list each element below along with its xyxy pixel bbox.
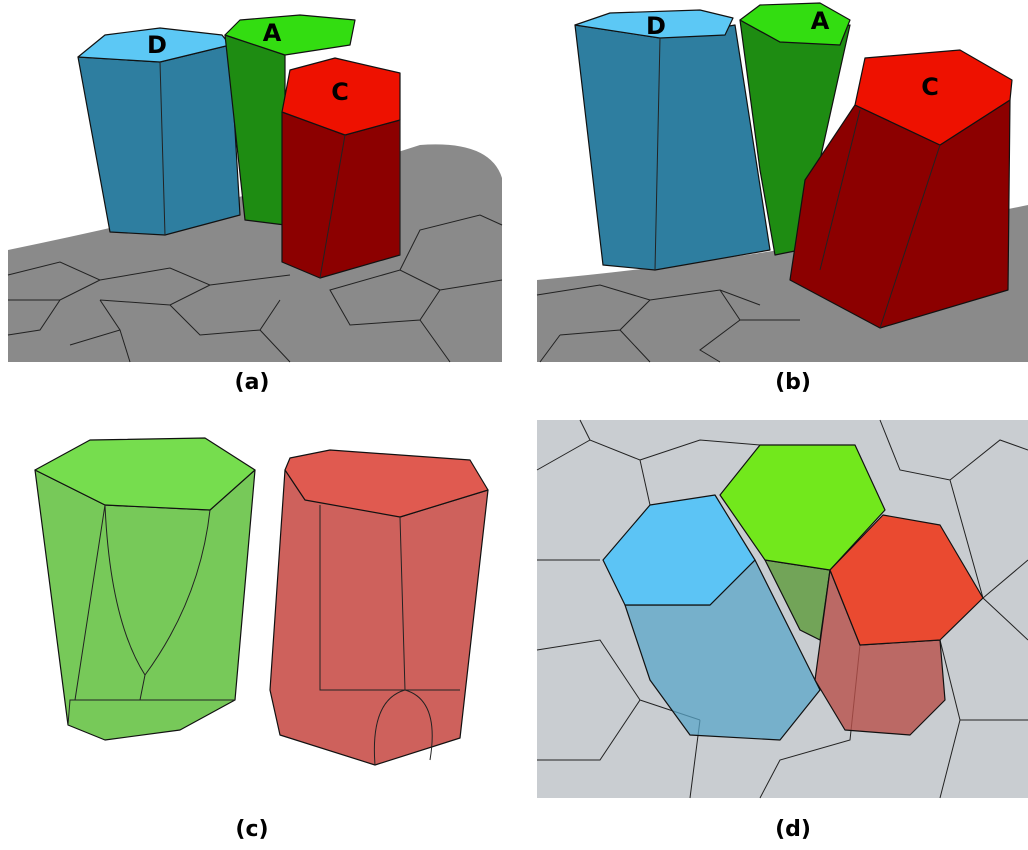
caption: (c) (235, 817, 268, 842)
panel-b: D A C (b) (536, 2, 1028, 395)
ground-mesh (536, 284, 800, 363)
label-c: C (331, 78, 349, 106)
green-cell-top (719, 444, 886, 571)
label-a: A (811, 7, 830, 35)
column-d (574, 24, 771, 271)
red-cell (269, 469, 489, 766)
panel-c: (c) (34, 437, 489, 842)
panel-a: D A C (a) (7, 14, 503, 395)
label-d: D (646, 12, 666, 40)
caption: (d) (775, 817, 811, 842)
red-cell-top (284, 449, 489, 518)
label-a: A (263, 19, 282, 47)
ground-mesh (7, 214, 503, 363)
panel-d: (d) (536, 419, 1028, 842)
column-edges (159, 61, 401, 279)
blue-cell-top (602, 494, 756, 606)
red-cell-top (829, 514, 984, 646)
column-d (77, 44, 241, 236)
green-cell-edges (67, 504, 235, 726)
column-edges (654, 37, 941, 329)
caption: (b) (775, 370, 811, 395)
label-c: C (921, 73, 939, 101)
column-c (281, 111, 401, 279)
red-cell-edges (319, 505, 460, 766)
label-d: D (147, 31, 167, 59)
caption: (a) (235, 370, 270, 395)
column-a-top (224, 14, 356, 56)
column-a-top (739, 2, 851, 46)
